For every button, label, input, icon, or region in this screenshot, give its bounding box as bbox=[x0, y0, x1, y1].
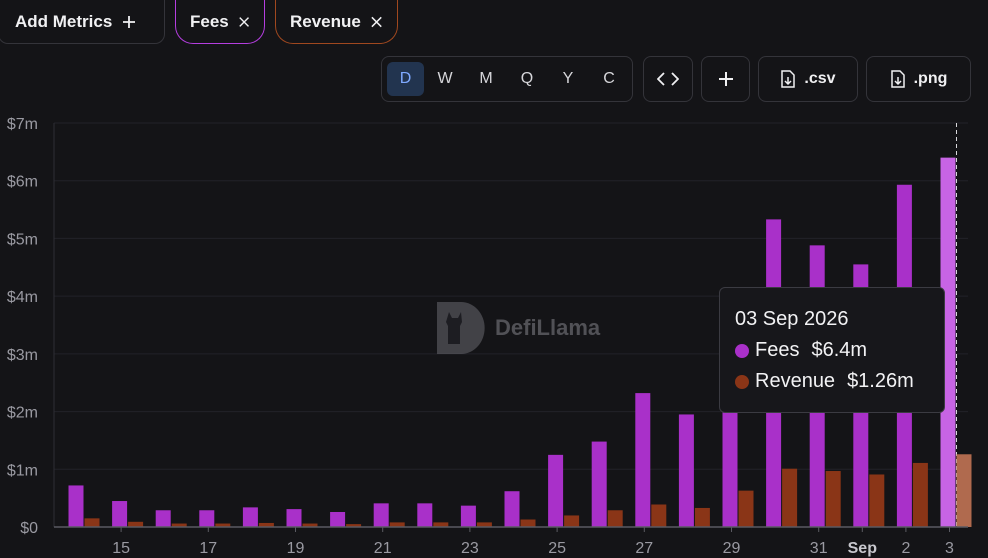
period-quarterly-button[interactable]: Q bbox=[520, 70, 534, 87]
revenue-bar[interactable] bbox=[956, 454, 972, 527]
fees-bar[interactable] bbox=[504, 491, 520, 527]
plus-icon bbox=[123, 15, 136, 28]
period-selector: D W M Q Y C bbox=[381, 56, 633, 102]
fees-bar[interactable] bbox=[678, 414, 694, 527]
fees-bar[interactable] bbox=[286, 509, 302, 527]
revenue-bar[interactable] bbox=[912, 462, 928, 527]
grid-layer bbox=[54, 122, 968, 527]
fees-bar[interactable] bbox=[460, 505, 476, 527]
y-tick-label: $1m bbox=[7, 462, 38, 479]
download-csv-button[interactable]: .csv bbox=[758, 56, 858, 102]
png-label: .png bbox=[913, 70, 948, 87]
revenue-bar[interactable] bbox=[258, 522, 274, 527]
llama-logo-icon bbox=[437, 302, 485, 354]
tooltip-revenue-label: Revenue bbox=[755, 370, 836, 392]
download-png-button[interactable]: .png bbox=[866, 56, 971, 102]
revenue-bar[interactable] bbox=[694, 507, 710, 527]
period-weekly-button[interactable]: W bbox=[437, 70, 453, 87]
revenue-bar[interactable] bbox=[389, 522, 405, 527]
y-tick-label: $4m bbox=[7, 289, 38, 306]
file-download-icon bbox=[890, 70, 905, 88]
y-tick-label: $7m bbox=[7, 116, 38, 133]
x-tick-label: 29 bbox=[723, 540, 741, 557]
revenue-bar[interactable] bbox=[607, 510, 623, 527]
revenue-metric-pill[interactable]: Revenue bbox=[275, 0, 398, 44]
x-tick-label: 27 bbox=[635, 540, 653, 557]
fees-metric-pill[interactable]: Fees bbox=[175, 0, 265, 44]
add-metrics-label: Add Metrics bbox=[15, 11, 113, 31]
csv-label: .csv bbox=[804, 70, 836, 87]
x-tick-label: 15 bbox=[112, 540, 130, 557]
fees-bar[interactable] bbox=[591, 441, 607, 527]
y-tick-label: $3m bbox=[7, 347, 38, 364]
close-icon[interactable] bbox=[370, 15, 383, 29]
period-monthly-button[interactable]: M bbox=[479, 70, 493, 87]
revenue-bar[interactable] bbox=[564, 515, 580, 527]
add-metrics-button[interactable]: Add Metrics bbox=[0, 0, 165, 44]
revenue-bar[interactable] bbox=[215, 523, 231, 527]
file-download-icon bbox=[781, 70, 796, 88]
y-tick-label: $5m bbox=[7, 231, 38, 248]
revenue-bar[interactable] bbox=[520, 519, 536, 527]
watermark-label: DefiLlama bbox=[495, 315, 601, 340]
embed-code-button[interactable] bbox=[643, 56, 693, 102]
revenue-bar[interactable] bbox=[825, 471, 841, 527]
y-tick-label: $0 bbox=[20, 520, 38, 537]
revenue-bar[interactable] bbox=[171, 523, 187, 527]
metrics-bar: Add Metrics Fees Revenue bbox=[0, 0, 988, 44]
fees-bar[interactable] bbox=[242, 507, 258, 527]
close-icon[interactable] bbox=[238, 15, 250, 29]
tooltip-fees-value: $6.4m bbox=[811, 339, 868, 361]
fees-bar[interactable] bbox=[112, 501, 128, 527]
tooltip-fees-label: Fees bbox=[755, 339, 800, 361]
x-tick-label: 17 bbox=[199, 540, 217, 557]
tooltip-fees-row: Fees $6.4m bbox=[735, 339, 944, 362]
tooltip-revenue-row: Revenue $1.26m bbox=[735, 370, 944, 393]
chart-tooltip: 03 Sep 2026 Fees $6.4m Revenue $1.26m bbox=[719, 287, 945, 413]
fees-bar[interactable] bbox=[548, 454, 564, 527]
fees-bar[interactable] bbox=[940, 157, 956, 527]
fees-bar[interactable] bbox=[199, 510, 215, 527]
fees-bar[interactable] bbox=[155, 510, 171, 527]
fees-bar[interactable] bbox=[330, 511, 346, 527]
period-yearly-button[interactable]: Y bbox=[562, 70, 574, 87]
fees-bar[interactable] bbox=[635, 393, 651, 527]
revenue-bar[interactable] bbox=[128, 521, 144, 527]
code-icon bbox=[657, 72, 679, 86]
fees-dot-icon bbox=[735, 343, 749, 358]
fees-bar[interactable] bbox=[417, 503, 433, 527]
x-tick-label: 19 bbox=[287, 540, 305, 557]
x-tick-label: 23 bbox=[461, 540, 479, 557]
y-tick-label: $6m bbox=[7, 174, 38, 191]
revenue-bar[interactable] bbox=[651, 504, 667, 527]
revenue-bar[interactable] bbox=[433, 522, 449, 527]
revenue-bar[interactable] bbox=[476, 522, 492, 527]
x-tick-label: 21 bbox=[374, 540, 392, 557]
revenue-pill-label: Revenue bbox=[290, 11, 361, 31]
x-tick-label: 3 bbox=[945, 540, 954, 557]
revenue-bar[interactable] bbox=[782, 468, 798, 527]
revenue-bar[interactable] bbox=[869, 474, 885, 527]
plus-icon bbox=[718, 72, 733, 86]
fees-bar[interactable] bbox=[373, 503, 389, 527]
fees-bar[interactable] bbox=[68, 485, 84, 527]
period-cumulative-button[interactable]: C bbox=[603, 70, 615, 87]
x-tick-label: Sep bbox=[848, 540, 878, 557]
x-tick-label: 2 bbox=[901, 540, 910, 557]
revenue-bar[interactable] bbox=[346, 524, 362, 527]
defillama-watermark: DefiLlama bbox=[433, 298, 600, 358]
add-chart-button[interactable] bbox=[701, 56, 750, 102]
period-daily-button[interactable]: D bbox=[387, 62, 424, 96]
x-tick-label: 31 bbox=[810, 540, 828, 557]
revenue-dot-icon bbox=[735, 374, 749, 389]
fees-pill-label: Fees bbox=[190, 11, 229, 31]
revenue-bar[interactable] bbox=[738, 490, 754, 527]
tooltip-date: 03 Sep 2026 bbox=[735, 308, 849, 330]
revenue-bar[interactable] bbox=[84, 518, 100, 527]
x-tick-label: 25 bbox=[548, 540, 566, 557]
revenue-bar[interactable] bbox=[302, 523, 318, 527]
tooltip-revenue-value: $1.26m bbox=[847, 370, 914, 392]
y-tick-label: $2m bbox=[7, 405, 38, 422]
